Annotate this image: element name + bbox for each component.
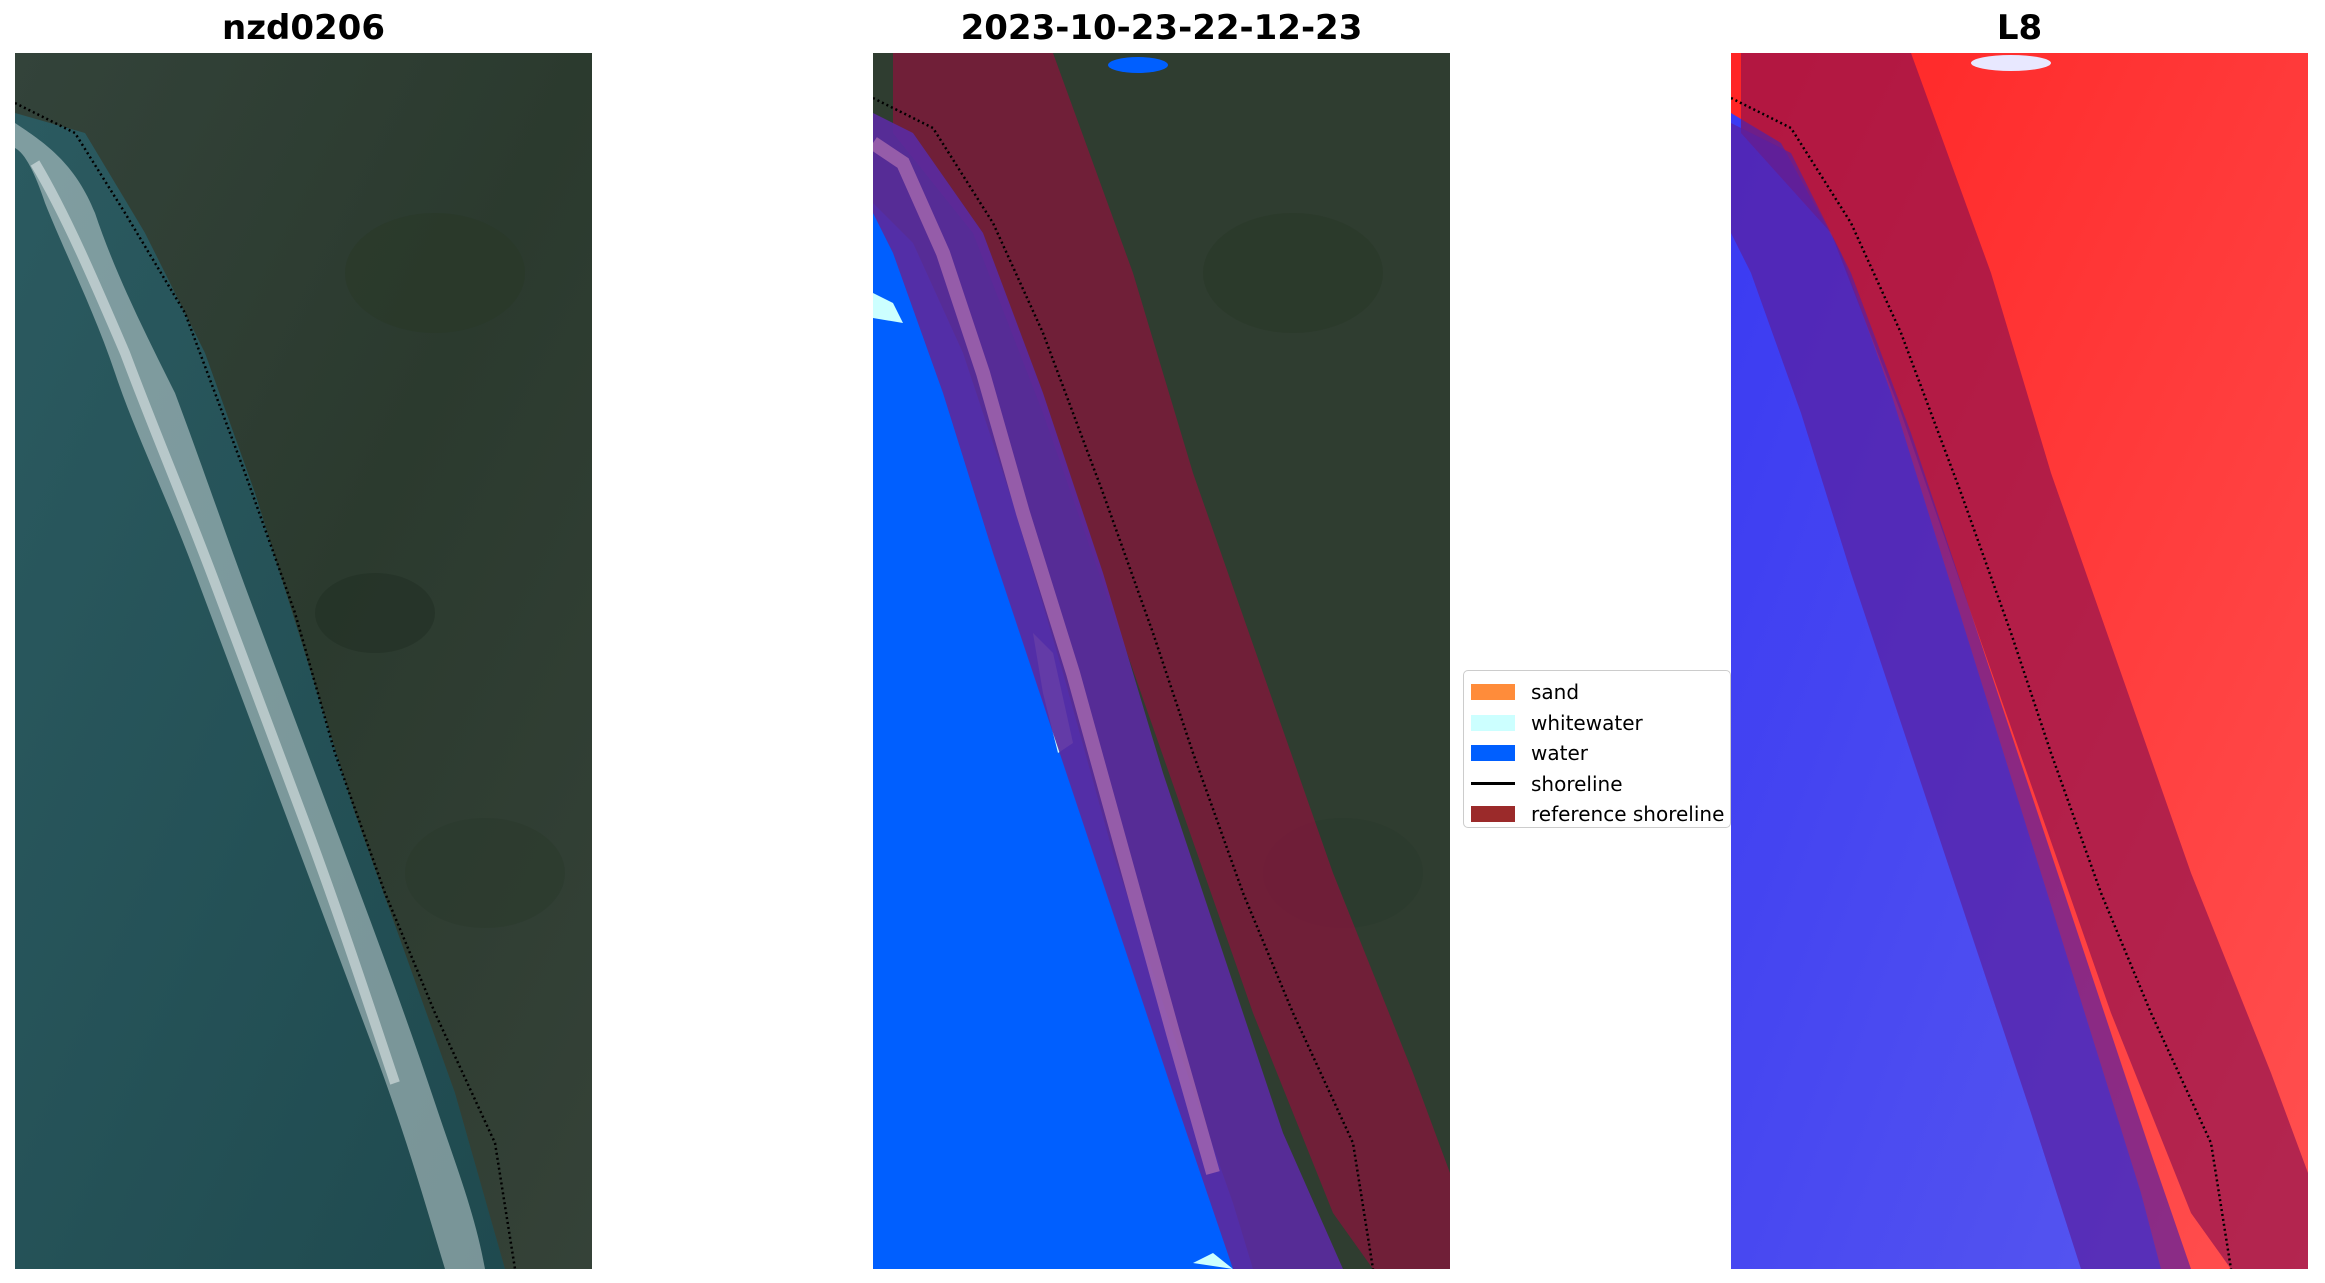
legend: sand whitewater water shoreline referenc…: [1463, 670, 1731, 828]
index-image: [1731, 53, 2308, 1269]
legend-item-whitewater: whitewater: [1464, 708, 1730, 739]
left-panel-title: nzd0206: [222, 8, 385, 48]
sand-swatch: [1471, 684, 1515, 701]
right-panel-title: L8: [1996, 8, 2043, 48]
legend-label-water: water: [1531, 741, 1588, 766]
center-panel-title: 2023-10-23-22-12-23: [960, 8, 1363, 48]
legend-label-sand: sand: [1531, 680, 1580, 705]
legend-label-whitewater: whitewater: [1531, 710, 1643, 735]
legend-item-water: water: [1464, 738, 1730, 769]
legend-item-sand: sand: [1464, 677, 1730, 708]
legend-label-shoreline: shoreline: [1531, 771, 1623, 796]
rgb-satellite-image: [15, 53, 592, 1269]
classification-image: [873, 53, 1450, 1269]
legend-item-shoreline: shoreline: [1464, 769, 1730, 800]
shoreline-swatch: [1471, 782, 1515, 786]
legend-label-reference-shoreline: reference shoreline: [1531, 802, 1725, 827]
whitewater-swatch: [1471, 714, 1515, 731]
reference-shoreline-swatch: [1471, 806, 1515, 823]
legend-item-reference-shoreline: reference shoreline: [1464, 799, 1730, 830]
water-swatch: [1471, 745, 1515, 762]
